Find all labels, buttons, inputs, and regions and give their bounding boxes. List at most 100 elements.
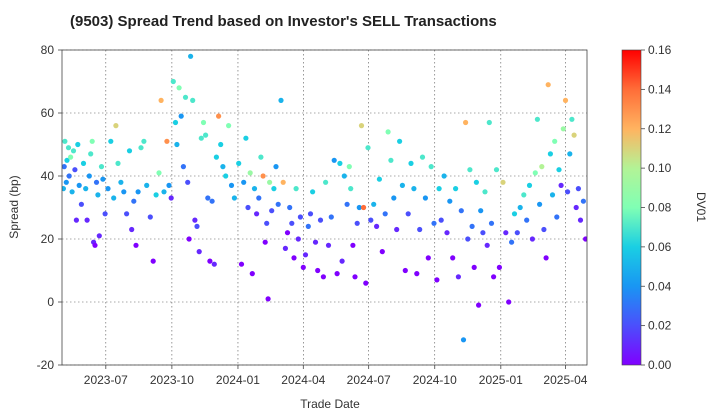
data-point <box>509 239 515 245</box>
data-point <box>267 179 273 185</box>
data-point <box>95 192 101 198</box>
data-point <box>89 138 95 144</box>
y-tick-label: 40 <box>41 169 55 183</box>
data-point <box>100 176 106 182</box>
plot-frame <box>61 49 588 366</box>
data-point <box>207 258 213 264</box>
data-point <box>469 223 475 229</box>
data-point <box>532 170 538 176</box>
data-point <box>397 138 403 144</box>
data-point <box>278 97 284 103</box>
grid <box>62 49 587 366</box>
data-point <box>66 173 72 179</box>
data-point <box>476 302 482 308</box>
data-point <box>511 211 518 217</box>
data-point <box>341 173 347 179</box>
data-point <box>264 220 270 226</box>
data-point <box>161 189 167 195</box>
y-tick-label: -20 <box>37 358 55 372</box>
data-point <box>78 201 84 207</box>
data-point <box>251 186 258 192</box>
data-point <box>503 230 509 236</box>
data-point <box>317 217 324 223</box>
y-tick-label: 80 <box>41 43 55 57</box>
data-point <box>484 242 490 248</box>
data-point <box>289 220 295 226</box>
data-points <box>62 53 587 343</box>
data-point <box>382 211 388 217</box>
data-point <box>158 97 164 103</box>
data-point <box>102 211 108 217</box>
data-point <box>194 223 200 229</box>
x-tick-label: 2024-10 <box>413 373 457 387</box>
data-point <box>537 201 543 207</box>
data-point <box>399 182 405 188</box>
data-point <box>254 211 260 217</box>
data-point <box>500 179 506 185</box>
data-point <box>75 141 81 148</box>
data-point <box>402 267 408 274</box>
data-point <box>339 258 345 264</box>
x-tick-label: 2024-01 <box>216 373 260 387</box>
data-point <box>444 230 450 236</box>
data-point <box>328 214 334 220</box>
y-tick-label: 60 <box>41 106 55 120</box>
colorbar-ticks: 0.00 0.02 0.04 0.06 0.08 0.10 0.12 0.14 0.16 <box>641 43 672 372</box>
data-point <box>450 255 456 261</box>
data-point <box>138 145 144 151</box>
data-point <box>62 164 67 170</box>
data-point <box>93 179 100 185</box>
data-point <box>205 195 211 201</box>
data-point <box>231 195 237 201</box>
data-point <box>493 167 500 173</box>
data-point <box>549 192 556 198</box>
data-point <box>297 214 303 220</box>
colorbar-tick-label: 0.16 <box>648 43 672 57</box>
data-point <box>580 198 587 204</box>
data-point <box>269 208 275 214</box>
data-point <box>265 296 271 302</box>
data-point <box>68 154 74 160</box>
data-point <box>64 157 70 163</box>
data-point <box>305 223 311 229</box>
data-point <box>453 186 459 192</box>
data-point <box>236 160 242 166</box>
data-point <box>223 173 229 179</box>
data-point <box>156 170 162 176</box>
y-tick-label: 20 <box>41 232 55 246</box>
data-point <box>534 116 541 122</box>
data-point <box>434 277 440 283</box>
data-point <box>417 226 423 233</box>
data-point <box>517 204 523 211</box>
data-point <box>482 189 488 195</box>
data-point <box>209 198 215 204</box>
data-point <box>226 123 232 129</box>
data-point <box>312 239 319 245</box>
data-point <box>352 274 358 280</box>
data-point <box>480 230 486 236</box>
data-point <box>176 85 182 91</box>
data-point <box>213 154 219 160</box>
data-point <box>144 182 150 188</box>
data-point <box>124 211 130 217</box>
data-point <box>554 214 560 220</box>
data-point <box>431 220 437 226</box>
data-point <box>569 116 575 122</box>
data-point <box>408 160 414 166</box>
x-tick-label: 2023-07 <box>84 373 128 387</box>
data-point <box>365 145 371 151</box>
data-point <box>86 173 92 179</box>
data-point <box>358 123 365 129</box>
data-point <box>368 217 374 223</box>
data-point <box>422 195 428 201</box>
data-point <box>185 179 191 185</box>
x-tick-label: 2025-01 <box>479 373 523 387</box>
data-point <box>220 164 226 170</box>
data-point <box>105 186 111 192</box>
data-point <box>96 233 102 239</box>
colorbar-tick-label: 0.08 <box>648 201 672 215</box>
data-point <box>164 138 170 144</box>
data-point <box>552 138 558 144</box>
data-point <box>428 164 434 170</box>
